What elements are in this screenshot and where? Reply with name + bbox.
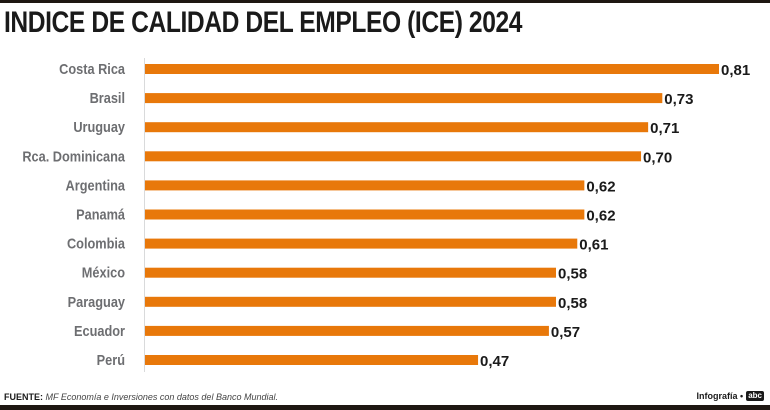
bar (145, 64, 719, 74)
credit-text: Infografía • (696, 391, 744, 401)
bar (145, 238, 578, 249)
category-label: Brasil (90, 89, 125, 106)
category-label: Ecuador (74, 322, 125, 339)
top-rule (0, 0, 770, 3)
category-label: Uruguay (73, 118, 125, 135)
value-label: 0,71 (650, 120, 679, 137)
value-label: 0,62 (586, 208, 615, 225)
value-label: 0,81 (721, 62, 750, 79)
bar (145, 209, 585, 220)
bar (145, 296, 557, 307)
category-label: Perú (97, 351, 125, 368)
category-label: Argentina (66, 176, 126, 193)
bar (145, 180, 585, 191)
category-label: México (82, 264, 125, 281)
category-label: Colombia (67, 235, 125, 252)
bar (145, 267, 557, 278)
bar (145, 355, 479, 365)
source-note: FUENTE: MF Economía e Inversiones con da… (4, 392, 278, 402)
credit: Infografía • abc (697, 391, 764, 401)
category-label: Costa Rica (59, 60, 125, 77)
value-label: 0,62 (586, 178, 615, 195)
value-label: 0,58 (558, 266, 587, 283)
value-label: 0,70 (643, 149, 672, 166)
value-label: 0,47 (480, 353, 509, 370)
bar (145, 325, 549, 336)
value-label: 0,61 (579, 237, 608, 254)
category-label: Rca. Dominicana (22, 147, 125, 164)
bar (145, 93, 663, 104)
category-label: Paraguay (68, 293, 126, 310)
value-label: 0,57 (551, 324, 580, 341)
bar (145, 122, 649, 133)
value-label: 0,58 (558, 295, 587, 312)
value-label: 0,73 (664, 91, 693, 108)
source-label: FUENTE: (4, 392, 43, 402)
bar (145, 151, 642, 162)
chart-title: INDICE DE CALIDAD DEL EMPLEO (ICE) 2024 (4, 6, 523, 39)
abc-logo: abc (746, 391, 764, 401)
bottom-rule (0, 405, 770, 410)
category-label: Panamá (76, 205, 125, 222)
source-text: MF Economía e Inversiones con datos del … (45, 392, 278, 402)
